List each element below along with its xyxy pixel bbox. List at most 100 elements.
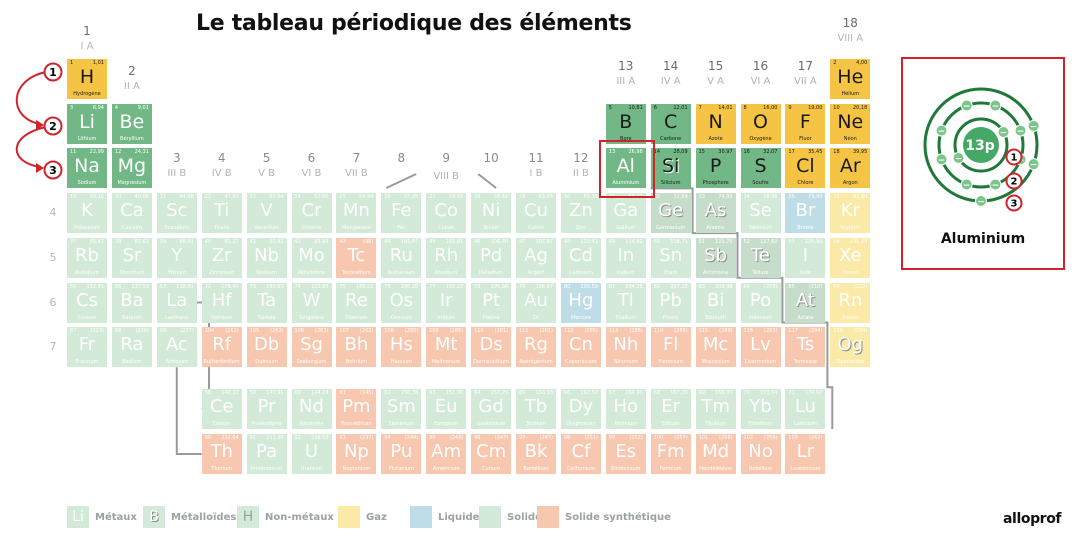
shell-marker-1: 1: [1005, 148, 1023, 166]
element-rf: 104 (261) Rf Rutherfordium: [201, 327, 242, 368]
element-symbol: Am: [431, 441, 462, 462]
element-mass: 22,99: [89, 149, 104, 156]
element-po: 84 (209) Po Polonium: [740, 282, 781, 323]
element-symbol: Re: [345, 289, 368, 311]
group-number: 17: [797, 59, 814, 73]
period-marker-circle: [43, 160, 63, 180]
element-symbol: Rg: [524, 334, 548, 356]
element-name: Platine: [482, 314, 500, 321]
element-number: 112: [563, 328, 574, 335]
element-number: 6: [653, 104, 657, 111]
element-mass: 26,98: [628, 149, 643, 156]
element-mass: 132,91: [86, 283, 105, 290]
element-mg: 12 24,31 Mg Magnésium: [111, 148, 152, 189]
element-symbol: Rb: [75, 244, 99, 266]
element-number: 29: [519, 194, 526, 201]
element-name: Sélénium: [748, 225, 773, 232]
element-number: 101: [698, 435, 709, 441]
element-symbol: Md: [702, 441, 730, 462]
electron-dot: [1014, 124, 1027, 137]
group-number: 13: [618, 59, 634, 73]
nucleus: [963, 127, 999, 163]
nucleus-label: 13p: [965, 138, 995, 154]
group-label-3: 3 III B: [157, 151, 197, 180]
element-name: Terbium: [526, 421, 546, 427]
element-number: 80: [563, 283, 571, 290]
element-ir: 77 192,22 Ir Iridium: [426, 282, 467, 323]
group-label-11: 11 I B: [516, 151, 556, 180]
element-mass: 32,07: [763, 149, 778, 156]
element-name: Nobélium: [748, 466, 773, 472]
element-eu: 63 151,96 Eu Europium: [426, 389, 467, 429]
element-symbol: Es: [615, 441, 637, 462]
electron-dot: [952, 152, 965, 164]
element-xe: 54 131,29 Xe Xénon: [830, 237, 871, 278]
element-hg: 80 200,59 Hg Mercure: [560, 282, 601, 323]
element-f: 9 19,00 F Fluor: [785, 103, 826, 144]
element-mass: 140,91: [266, 390, 284, 396]
element-nh: 113 (286) Nh Nihonium: [605, 327, 646, 368]
element-ca: 20 40,08 Ca Calcium: [111, 193, 152, 234]
element-number: 61: [339, 390, 346, 396]
element-symbol: Ti: [213, 200, 230, 222]
element-symbol: C: [664, 110, 678, 133]
element-mass: 39,95: [852, 149, 868, 156]
element-number: 106: [294, 328, 305, 335]
element-symbol: Yb: [749, 396, 772, 417]
element-name: Lawrencium: [790, 466, 821, 472]
element-name: Krypton: [840, 225, 861, 232]
element-name: Or: [533, 314, 539, 321]
element-symbol: Nb: [254, 244, 280, 266]
element-name: Meitnerium: [431, 359, 461, 366]
element-mass: (265): [404, 328, 419, 335]
legend-label: Liquide: [438, 511, 480, 523]
element-symbol: Lu: [794, 396, 816, 417]
element-no: 102 (259) No Nobélium: [740, 434, 781, 474]
element-name: Rubidium: [75, 269, 99, 276]
element-number: 7: [698, 104, 702, 111]
element-og: 118 (294) Og Oganesson: [830, 327, 871, 368]
element-ho: 67 164,93 Ho Holmium: [605, 389, 646, 429]
element-name: Potassium: [74, 225, 100, 232]
element-mass: 95,94: [314, 238, 329, 245]
element-se: 34 78,96 Se Sélénium: [740, 193, 781, 234]
element-number: 89: [159, 328, 167, 335]
element-o: 8 16,00 O Oxygène: [740, 103, 781, 144]
element-mass: 106,40: [490, 238, 509, 245]
shell-marker-circle: [1005, 148, 1023, 166]
element-c: 6 12,01 C Carbone: [650, 103, 691, 144]
group-roman: VIII A: [837, 33, 864, 44]
element-mn: 25 54,94 Mn Manganèse: [336, 193, 377, 234]
group-label-7: 7 VII B: [336, 151, 376, 180]
element-number: 63: [429, 390, 436, 396]
element-y: 39 88,91 Y Yttrium: [156, 237, 197, 278]
element-number: 23: [249, 194, 256, 201]
electron-sign: −: [938, 156, 946, 166]
element-name: Roentgenium: [519, 359, 553, 366]
element-mass: 87,62: [134, 238, 149, 245]
element-number: 78: [474, 283, 481, 290]
atom-name: Aluminium: [940, 231, 1026, 247]
element-symbol: Pu: [390, 441, 413, 462]
period-marker-label: 2: [49, 120, 57, 133]
electron-shell-1: [953, 117, 1009, 173]
group-number: 3: [172, 151, 181, 165]
element-symbol: Ru: [389, 244, 413, 266]
period-label-6: 6: [49, 295, 57, 309]
element-mass: 195,08: [490, 283, 509, 290]
element-symbol: Cl: [796, 155, 815, 178]
shell-marker-3: 3: [1005, 194, 1023, 212]
element-w: 74 183,85 W Tungstène: [291, 282, 332, 323]
element-as: 33 74,92 As Arsenic: [695, 193, 736, 234]
electron-sign: −: [1030, 122, 1038, 132]
element-number: 49: [608, 238, 616, 245]
element-mass: 91,22: [224, 238, 239, 245]
legend-swatch: Li: [67, 506, 89, 528]
element-lu: 71 174,97 Lu Lutécium: [785, 389, 826, 429]
element-cl: 17 35,45 Cl Chlore: [785, 148, 826, 189]
element-mass: 65,39: [583, 194, 598, 201]
element-number: 39: [159, 238, 167, 245]
element-symbol: Hf: [211, 289, 232, 311]
element-symbol: Pa: [256, 441, 278, 462]
element-mass: 16,00: [763, 104, 778, 111]
